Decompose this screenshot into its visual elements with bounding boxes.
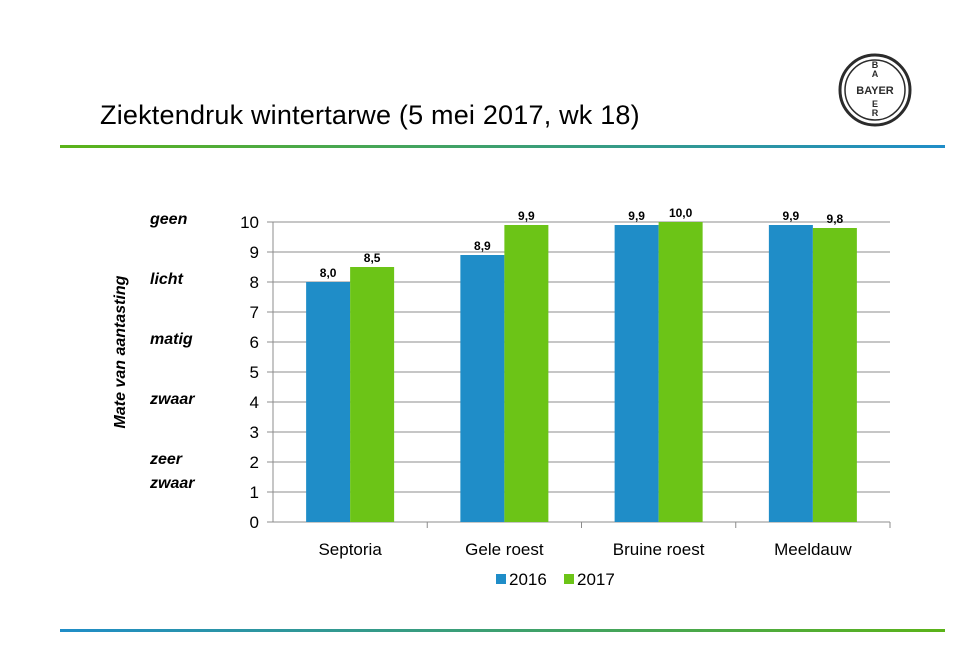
bar xyxy=(306,282,351,522)
svg-text:B: B xyxy=(872,60,879,70)
bar xyxy=(658,222,703,522)
data-label: 9,9 xyxy=(628,209,645,223)
x-tick-label: Gele roest xyxy=(465,540,544,559)
data-label: 8,9 xyxy=(474,239,491,253)
y-tick-label: 2 xyxy=(250,453,259,472)
severity-label: zwaar xyxy=(149,475,195,492)
legend-swatch xyxy=(564,574,574,584)
y-tick-label: 4 xyxy=(250,393,259,412)
svg-text:E: E xyxy=(872,99,878,109)
severity-label: zwaar xyxy=(149,391,195,408)
y-tick-label: 5 xyxy=(250,363,259,382)
bar xyxy=(460,255,505,522)
svg-text:BAYER: BAYER xyxy=(856,85,894,97)
x-tick-label: Meeldauw xyxy=(774,540,852,559)
y-tick-label: 6 xyxy=(250,333,259,352)
legend-swatch xyxy=(496,574,506,584)
slide-title: Ziektendruk wintertarwe (5 mei 2017, wk … xyxy=(100,100,640,130)
data-label: 8,5 xyxy=(364,251,381,265)
data-label: 9,8 xyxy=(827,212,844,226)
y-tick-label: 8 xyxy=(250,273,259,292)
svg-text:A: A xyxy=(872,69,879,79)
y-tick-label: 9 xyxy=(250,243,259,262)
legend-label: 2016 xyxy=(509,570,547,589)
data-label: 10,0 xyxy=(669,206,693,220)
bar xyxy=(812,228,857,522)
bar xyxy=(614,225,659,522)
bar xyxy=(768,225,813,522)
severity-label: zeer xyxy=(149,451,183,468)
x-tick-label: Septoria xyxy=(318,540,382,559)
y-tick-label: 0 xyxy=(250,513,259,532)
y-tick-label: 7 xyxy=(250,303,259,322)
y-tick-label: 1 xyxy=(250,483,259,502)
severity-label: geen xyxy=(149,211,188,228)
severity-label: matig xyxy=(150,331,193,348)
y-tick-label: 10 xyxy=(240,213,259,232)
y-tick-label: 3 xyxy=(250,423,259,442)
bar xyxy=(350,267,395,522)
bar xyxy=(504,225,549,522)
legend-label: 2017 xyxy=(577,570,615,589)
bayer-logo: BAYER BA ER xyxy=(838,53,912,127)
data-label: 9,9 xyxy=(518,209,535,223)
footer-line xyxy=(60,629,945,632)
x-tick-label: Bruine roest xyxy=(613,540,705,559)
y-axis-title: Mate van aantasting xyxy=(112,275,129,428)
data-label: 9,9 xyxy=(783,209,800,223)
data-label: 8,0 xyxy=(320,266,337,280)
svg-text:R: R xyxy=(872,108,879,118)
title-underline xyxy=(60,145,945,148)
severity-label: licht xyxy=(150,271,184,288)
